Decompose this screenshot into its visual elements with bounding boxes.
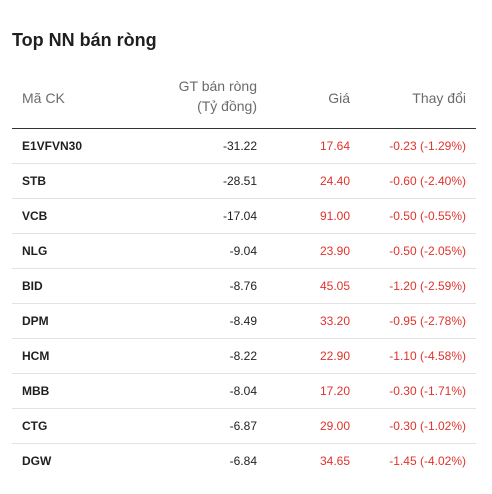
net-sell-value: -31.22 — [222, 139, 257, 153]
net-sell-value: -8.04 — [229, 384, 257, 398]
price-value: 91.00 — [319, 209, 350, 223]
change-value: -1.10 (-4.58%) — [389, 349, 466, 363]
price-value: 33.20 — [319, 314, 350, 328]
table-row[interactable]: NLG -9.04 23.90 -0.50 (-2.05%) — [12, 234, 476, 269]
header-code: Mã CK — [22, 90, 65, 106]
net-sell-value: -9.04 — [229, 244, 257, 258]
change-value: -0.95 (-2.78%) — [389, 314, 466, 328]
table-row[interactable]: MBB -8.04 17.20 -0.30 (-1.71%) — [12, 374, 476, 409]
stock-code-link[interactable]: DPM — [22, 314, 49, 328]
net-sell-value: -17.04 — [222, 209, 257, 223]
header-price: Giá — [328, 90, 350, 106]
price-value: 17.64 — [319, 139, 350, 153]
price-value: 45.05 — [319, 279, 350, 293]
widget-title: Top NN bán ròng — [12, 30, 157, 50]
price-value: 23.90 — [319, 244, 350, 258]
price-value: 17.20 — [319, 384, 350, 398]
net-sell-table: Mã CK GT bán ròng (Tỷ đồng) Giá Thay đổi… — [12, 74, 476, 478]
change-value: -1.20 (-2.59%) — [389, 279, 466, 293]
change-value: -0.30 (-1.71%) — [389, 384, 466, 398]
header-net-sell-value-line2: (Tỷ đồng) — [197, 98, 257, 114]
change-value: -0.30 (-1.02%) — [389, 419, 466, 433]
table-body: E1VFVN30 -31.22 17.64 -0.23 (-1.29%) STB… — [12, 129, 476, 478]
stock-code-link[interactable]: STB — [22, 174, 46, 188]
stock-code-link[interactable]: VCB — [22, 209, 48, 223]
stock-code-link[interactable]: DGW — [22, 454, 52, 468]
table-row[interactable]: HCM -8.22 22.90 -1.10 (-4.58%) — [12, 339, 476, 374]
price-value: 34.65 — [319, 454, 350, 468]
price-value: 24.40 — [319, 174, 350, 188]
stock-code-link[interactable]: HCM — [22, 349, 50, 363]
table-row[interactable]: BID -8.76 45.05 -1.20 (-2.59%) — [12, 269, 476, 304]
header-net-sell-value-line1: GT bán ròng — [178, 78, 257, 94]
table-row[interactable]: CTG -6.87 29.00 -0.30 (-1.02%) — [12, 409, 476, 444]
net-sell-value: -8.76 — [229, 279, 257, 293]
stock-code-link[interactable]: BID — [22, 279, 43, 293]
change-value: -1.45 (-4.02%) — [389, 454, 466, 468]
price-value: 22.90 — [319, 349, 350, 363]
net-sell-value: -28.51 — [222, 174, 257, 188]
change-value: -0.50 (-2.05%) — [389, 244, 466, 258]
table-row[interactable]: DGW -6.84 34.65 -1.45 (-4.02%) — [12, 444, 476, 478]
change-value: -0.23 (-1.29%) — [389, 139, 466, 153]
table-row[interactable]: E1VFVN30 -31.22 17.64 -0.23 (-1.29%) — [12, 129, 476, 164]
stock-code-link[interactable]: E1VFVN30 — [22, 139, 83, 153]
stock-code-link[interactable]: CTG — [22, 419, 48, 433]
table-header: Mã CK GT bán ròng (Tỷ đồng) Giá Thay đổi — [12, 74, 476, 129]
header-change: Thay đổi — [412, 90, 466, 106]
table-row[interactable]: DPM -8.49 33.20 -0.95 (-2.78%) — [12, 304, 476, 339]
table-row[interactable]: STB -28.51 24.40 -0.60 (-2.40%) — [12, 164, 476, 199]
table-row[interactable]: VCB -17.04 91.00 -0.50 (-0.55%) — [12, 199, 476, 234]
stock-code-link[interactable]: MBB — [22, 384, 50, 398]
stock-code-link[interactable]: NLG — [22, 244, 48, 258]
net-sell-value: -6.84 — [229, 454, 257, 468]
price-value: 29.00 — [319, 419, 350, 433]
net-sell-value: -8.22 — [229, 349, 257, 363]
header-net-sell-value: GT bán ròng (Tỷ đồng) — [137, 76, 257, 116]
change-value: -0.60 (-2.40%) — [389, 174, 466, 188]
change-value: -0.50 (-0.55%) — [389, 209, 466, 223]
net-sell-value: -8.49 — [229, 314, 257, 328]
net-sell-value: -6.87 — [229, 419, 257, 433]
